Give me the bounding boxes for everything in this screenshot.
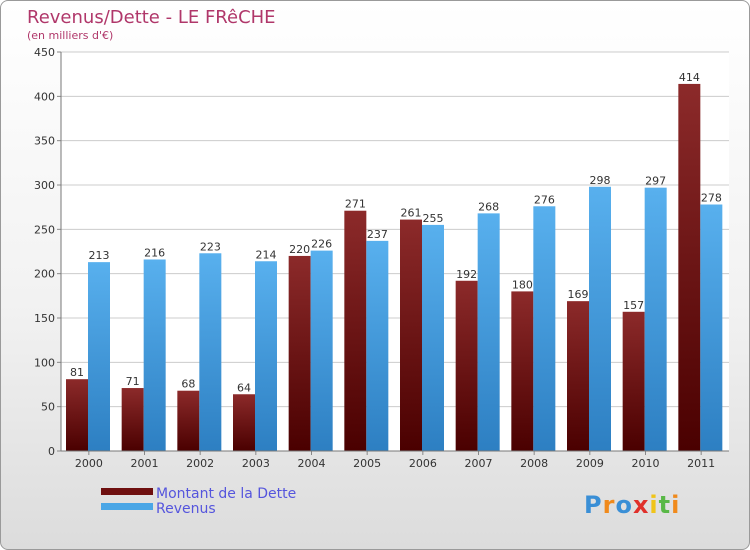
data-label-debt: 64 xyxy=(237,381,251,394)
logo-letter: o xyxy=(615,491,633,519)
data-label-debt: 68 xyxy=(181,378,195,391)
y-tick-label: 0 xyxy=(48,445,55,458)
chart-title: Revenus/Dette - LE FRêCHE xyxy=(27,7,276,28)
bar-revenue xyxy=(533,206,556,451)
data-label-revenue: 223 xyxy=(200,240,221,253)
data-label-debt: 180 xyxy=(512,278,533,291)
bar-revenue xyxy=(310,250,333,451)
bar-debt xyxy=(121,388,144,451)
bar-revenue xyxy=(700,204,723,451)
data-label-debt: 271 xyxy=(345,198,366,211)
data-label-revenue: 216 xyxy=(144,246,165,259)
y-tick-label: 350 xyxy=(34,135,55,148)
data-label-revenue: 276 xyxy=(534,193,555,206)
bar-revenue xyxy=(366,240,389,451)
x-tick-label: 2007 xyxy=(465,457,493,470)
data-label-debt: 169 xyxy=(568,288,589,301)
data-label-revenue: 278 xyxy=(701,192,722,205)
x-tick-label: 2008 xyxy=(520,457,548,470)
bar-revenue xyxy=(422,224,444,451)
bar-debt xyxy=(622,311,645,451)
bar-revenue xyxy=(589,186,611,452)
chart-subtitle: (en milliers d'€) xyxy=(27,29,114,42)
bar-debt xyxy=(66,379,88,451)
data-label-debt: 192 xyxy=(456,268,477,281)
x-tick-label: 2003 xyxy=(242,457,270,470)
bar-debt xyxy=(177,390,200,451)
x-tick-label: 2004 xyxy=(298,457,326,470)
data-label-revenue: 214 xyxy=(256,248,277,261)
legend-swatch-revenue xyxy=(101,503,153,510)
bar-revenue xyxy=(644,187,667,451)
data-label-debt: 71 xyxy=(126,375,140,388)
legend-label-revenue: Revenus xyxy=(156,501,216,517)
bar-revenue xyxy=(255,261,277,451)
y-tick-label: 150 xyxy=(34,312,55,325)
data-label-revenue: 226 xyxy=(311,238,332,251)
data-label-revenue: 255 xyxy=(423,212,444,225)
logo-letter: r xyxy=(602,491,616,519)
bar-revenue xyxy=(199,253,222,451)
legend-swatch-debt xyxy=(101,488,153,495)
legend-label-debt: Montant de la Dette xyxy=(156,486,297,502)
x-tick-label: 2005 xyxy=(353,457,381,470)
bar-revenue xyxy=(88,262,110,451)
logo-letter: i xyxy=(671,491,681,519)
data-label-revenue: 213 xyxy=(89,249,110,262)
bar-debt xyxy=(511,291,534,451)
x-tick-label: 2000 xyxy=(75,457,103,470)
y-tick-label: 450 xyxy=(34,46,55,59)
bar-revenue xyxy=(143,259,166,451)
x-tick-label: 2011 xyxy=(687,457,715,470)
y-tick-label: 250 xyxy=(34,223,55,236)
logo-letter: P xyxy=(584,491,603,519)
x-tick-label: 2009 xyxy=(576,457,604,470)
data-label-revenue: 268 xyxy=(478,200,499,213)
y-tick-label: 100 xyxy=(34,356,55,369)
bar-debt xyxy=(678,83,701,452)
y-tick-label: 50 xyxy=(41,401,55,414)
data-label-revenue: 298 xyxy=(590,174,611,187)
data-label-revenue: 297 xyxy=(645,175,666,188)
bar-revenue xyxy=(477,213,500,451)
y-tick-label: 200 xyxy=(34,268,55,281)
x-tick-label: 2006 xyxy=(409,457,437,470)
data-label-debt: 261 xyxy=(401,207,422,220)
bar-debt xyxy=(400,219,422,451)
data-label-debt: 157 xyxy=(623,299,644,312)
logo-letter: x xyxy=(632,491,650,519)
bar-debt xyxy=(344,210,367,451)
x-tick-label: 2002 xyxy=(186,457,214,470)
data-label-debt: 414 xyxy=(679,71,700,84)
data-label-debt: 81 xyxy=(70,366,84,379)
y-tick-label: 300 xyxy=(34,179,55,192)
logo-letter: i xyxy=(649,491,659,519)
bar-debt xyxy=(233,394,255,451)
bar-debt xyxy=(567,301,589,451)
x-tick-label: 2001 xyxy=(131,457,159,470)
bar-debt xyxy=(288,255,311,451)
data-label-debt: 220 xyxy=(289,243,310,256)
data-label-revenue: 237 xyxy=(367,228,388,241)
y-tick-label: 400 xyxy=(34,90,55,103)
x-tick-label: 2010 xyxy=(632,457,660,470)
proxiti-logo: Proxiti xyxy=(584,491,680,519)
plot-area xyxy=(61,52,729,451)
logo-letter: t xyxy=(658,491,672,519)
bar-debt xyxy=(455,280,478,451)
